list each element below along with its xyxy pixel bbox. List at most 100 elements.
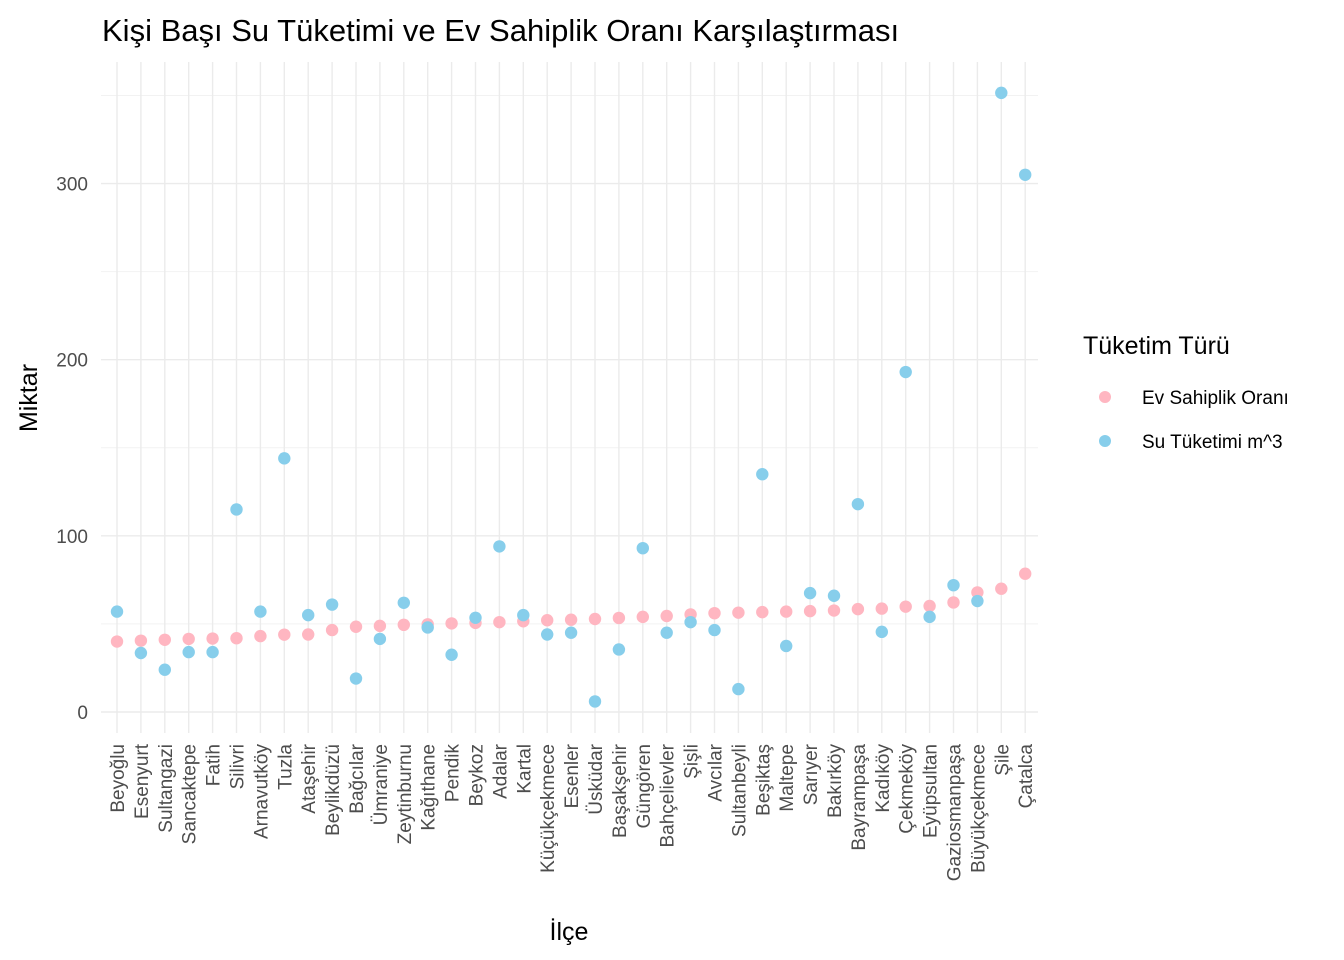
- point-series-1: [302, 608, 315, 622]
- x-tick-label: Tuzla: [275, 744, 296, 790]
- point-series-0: [588, 612, 602, 626]
- point-series-1: [803, 586, 817, 600]
- point-series-0: [278, 628, 291, 641]
- data-points: [110, 86, 1032, 708]
- x-tick-label: Maltepe: [777, 744, 798, 812]
- point-series-0: [397, 618, 410, 632]
- point-series-1: [182, 645, 195, 659]
- point-series-1: [851, 497, 865, 511]
- point-series-1: [373, 632, 387, 646]
- point-series-0: [493, 615, 506, 629]
- point-series-0: [349, 620, 363, 633]
- point-series-1: [780, 639, 793, 653]
- x-tick-label: Çekmeköy: [897, 744, 918, 834]
- x-tick-label: Ataşehir: [299, 743, 320, 813]
- x-tick-label: Bağcılar: [347, 743, 368, 813]
- x-tick-label: Sultangazi: [156, 744, 177, 833]
- point-series-1: [110, 605, 124, 618]
- point-series-0: [756, 605, 769, 619]
- point-series-0: [660, 609, 673, 623]
- point-series-0: [134, 634, 148, 647]
- point-series-1: [612, 643, 626, 656]
- point-series-1: [1018, 168, 1032, 181]
- y-tick-label: 300: [56, 175, 88, 196]
- x-tick-label: Beykoz: [467, 744, 488, 806]
- x-tick-label: Silivri: [228, 744, 249, 789]
- x-tick-label: Güngören: [634, 744, 655, 829]
- x-tick-label: Çatalca: [1016, 744, 1037, 809]
- x-tick-label: Zeytinburnu: [395, 744, 416, 844]
- point-series-1: [875, 625, 888, 639]
- x-tick-label: Başakşehir: [610, 743, 631, 838]
- x-tick-label: Şile: [992, 744, 1013, 776]
- point-series-0: [995, 582, 1008, 595]
- x-tick-label: Beşiktaş: [753, 744, 774, 816]
- point-series-0: [302, 628, 315, 641]
- point-series-1: [517, 608, 530, 622]
- x-tick-label: Beyoğlu: [108, 744, 129, 813]
- x-tick-label: Kartal: [514, 744, 535, 794]
- point-series-1: [254, 605, 267, 618]
- x-tick-label: Küçükçekmece: [538, 744, 559, 873]
- point-series-0: [827, 604, 841, 617]
- point-series-1: [756, 468, 769, 481]
- point-series-1: [732, 682, 745, 696]
- point-series-0: [732, 606, 745, 619]
- point-series-0: [373, 619, 387, 633]
- point-series-1: [230, 503, 243, 516]
- x-tick-label: Ümraniye: [371, 744, 392, 825]
- legend-label-su-tuketimi: Su Tüketimi m^3: [1142, 432, 1283, 453]
- x-tick-label: Adalar: [490, 743, 511, 799]
- point-series-1: [206, 645, 219, 659]
- point-series-0: [851, 602, 865, 616]
- point-series-0: [445, 617, 458, 630]
- point-series-0: [1018, 567, 1032, 580]
- x-tick-label: Bahçelievler: [658, 743, 679, 847]
- point-series-1: [564, 626, 578, 639]
- point-series-1: [971, 594, 984, 608]
- point-series-1: [636, 541, 649, 555]
- x-tick-label: Bakırköy: [825, 744, 846, 818]
- x-tick-label: Üsküdar: [586, 743, 607, 814]
- x-tick-label: Pendik: [443, 744, 464, 803]
- point-series-1: [708, 623, 721, 637]
- legend-key-ev-sahiplik: [1099, 391, 1111, 403]
- point-series-0: [564, 613, 578, 626]
- x-axis-title: İlçe: [550, 917, 589, 946]
- point-series-0: [182, 632, 195, 646]
- point-series-0: [803, 604, 817, 618]
- point-series-1: [469, 611, 482, 624]
- x-tick-label: Eyüpsultan: [921, 744, 942, 838]
- legend-key-su-tuketimi: [1099, 435, 1111, 447]
- x-tick-label: Sultanbeyli: [729, 744, 750, 837]
- point-series-0: [875, 602, 888, 615]
- point-series-1: [445, 648, 458, 661]
- point-series-0: [612, 611, 626, 625]
- point-series-1: [349, 672, 363, 685]
- y-tick-label: 100: [56, 527, 88, 548]
- point-series-1: [947, 578, 960, 592]
- point-series-0: [325, 623, 339, 637]
- point-series-1: [923, 610, 936, 624]
- point-series-1: [493, 540, 506, 553]
- point-series-1: [397, 596, 410, 609]
- point-series-1: [421, 621, 434, 634]
- point-series-0: [206, 632, 219, 645]
- x-tick-label: Büyükçekmece: [968, 744, 989, 873]
- point-series-0: [110, 635, 124, 648]
- point-series-1: [278, 452, 291, 465]
- legend: Tüketim Türü Ev Sahiplik Oranı Su Tüketi…: [1083, 332, 1289, 453]
- x-tick-label: Şişli: [682, 744, 703, 779]
- legend-label-ev-sahiplik: Ev Sahiplik Oranı: [1142, 388, 1289, 409]
- y-axis-ticks: 0 100 200 300: [56, 175, 88, 724]
- x-tick-label: Kağıthane: [419, 744, 440, 831]
- point-series-1: [827, 589, 841, 602]
- point-series-0: [636, 610, 649, 624]
- y-tick-label: 200: [56, 351, 88, 372]
- point-series-1: [325, 598, 339, 611]
- x-tick-label: Avcılar: [706, 743, 727, 801]
- point-series-0: [923, 599, 936, 613]
- point-series-1: [660, 626, 673, 639]
- legend-title: Tüketim Türü: [1083, 332, 1230, 360]
